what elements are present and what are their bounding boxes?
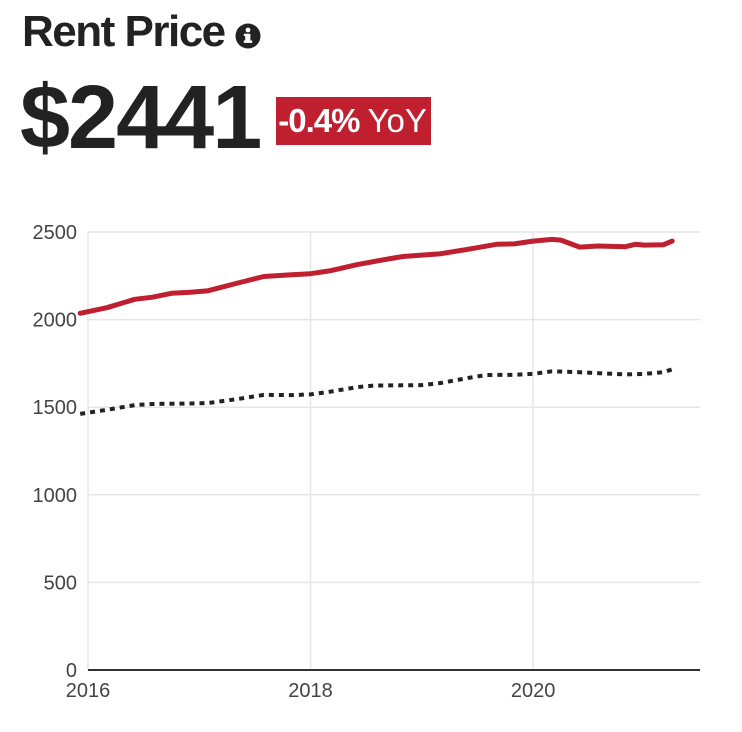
- yoy-change-badge: -0.4% YoY: [276, 97, 431, 145]
- y-tick-label: 500: [44, 572, 77, 594]
- y-tick-label: 1500: [33, 397, 78, 419]
- y-tick-label: 2500: [33, 222, 78, 244]
- y-tick-label: 1000: [33, 485, 78, 507]
- y-tick-label: 2000: [33, 310, 78, 332]
- x-tick-label: 2016: [66, 680, 111, 702]
- comparison-series-line: [79, 367, 673, 416]
- info-icon[interactable]: [235, 23, 261, 49]
- page-title: Rent Price: [22, 7, 226, 56]
- x-tick-label: 2018: [288, 680, 333, 702]
- axes: 0 500 1000 1500 2000 2500 2016 2018 2020: [33, 222, 700, 702]
- rent-price-series-line: [77, 236, 675, 316]
- yoy-change-percent: -0.4%: [278, 102, 360, 139]
- value-row: $2441 -0.4% YoY: [20, 68, 431, 168]
- yoy-change-label: YoY: [367, 102, 427, 139]
- grid-lines: [87, 231, 700, 670]
- rent-price-line-chart: 0 500 1000 1500 2000 2500 2016 2018 2020: [33, 222, 700, 702]
- title-row: Rent Price: [22, 4, 261, 60]
- x-tick-label: 2020: [511, 680, 556, 702]
- series-lines: [77, 236, 675, 416]
- current-rent-value: $2441: [20, 68, 262, 168]
- y-tick-label: 0: [66, 660, 77, 682]
